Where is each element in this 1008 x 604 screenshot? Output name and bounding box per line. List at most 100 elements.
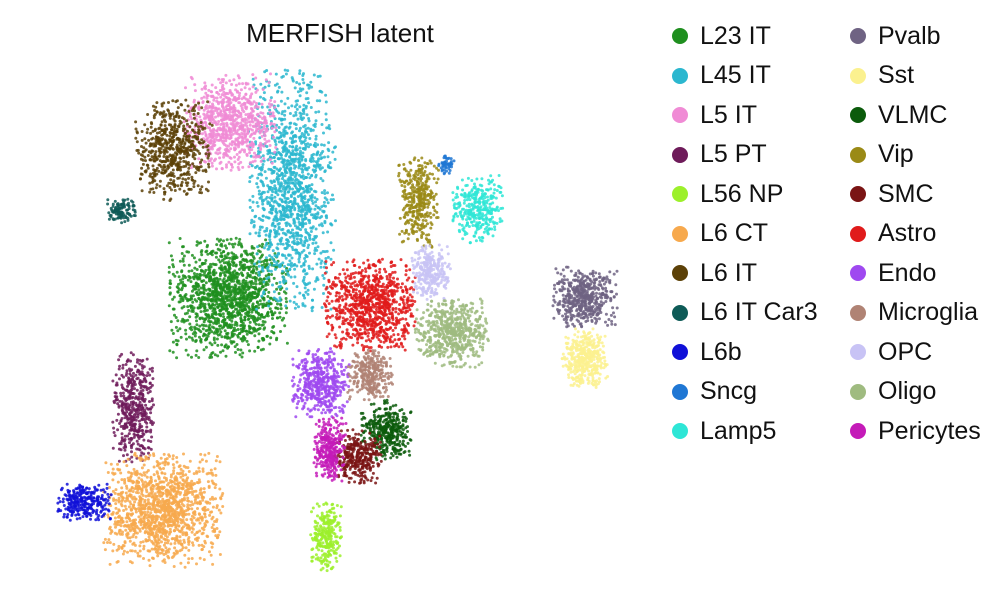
point (306, 83, 310, 87)
point (192, 256, 196, 260)
point (206, 480, 210, 484)
point (250, 92, 254, 96)
point (175, 270, 179, 274)
point (300, 197, 304, 201)
point (298, 72, 302, 75)
point (220, 255, 224, 259)
point (190, 328, 194, 332)
point (268, 114, 272, 118)
point (228, 79, 232, 83)
point (167, 241, 171, 245)
point (119, 419, 123, 423)
point (267, 272, 271, 276)
point (282, 207, 286, 211)
point (248, 123, 252, 127)
point (280, 228, 284, 232)
point (211, 351, 215, 355)
point (257, 332, 261, 336)
point (244, 290, 248, 294)
point (137, 392, 141, 396)
point (248, 112, 252, 116)
point (215, 251, 219, 255)
point (293, 179, 297, 183)
point (251, 145, 255, 149)
point (307, 166, 311, 170)
point (210, 355, 214, 359)
point (178, 259, 182, 263)
point (307, 86, 311, 90)
point (275, 255, 279, 259)
point (232, 146, 236, 150)
point (265, 145, 269, 148)
point (240, 106, 244, 110)
point (183, 294, 187, 298)
point (130, 386, 134, 390)
point (176, 319, 180, 323)
point (323, 521, 327, 525)
point (318, 532, 322, 536)
point (309, 187, 313, 191)
point (205, 96, 209, 100)
point (143, 498, 147, 502)
point (278, 186, 282, 190)
point (206, 313, 210, 317)
point (294, 231, 298, 235)
series-l45-it (247, 68, 337, 313)
point (230, 165, 234, 169)
point (223, 265, 227, 269)
point (309, 129, 313, 133)
point (233, 155, 236, 159)
point (317, 163, 321, 167)
point (162, 543, 166, 547)
point (117, 468, 121, 472)
point (269, 203, 272, 207)
point (289, 213, 293, 217)
point (240, 131, 244, 135)
point (129, 388, 133, 392)
point (248, 198, 252, 202)
point (115, 548, 119, 552)
point (288, 125, 292, 129)
point (133, 396, 137, 400)
point (273, 100, 277, 104)
point (290, 140, 294, 144)
point (228, 256, 232, 260)
point (117, 544, 121, 548)
point (175, 460, 179, 464)
point (182, 525, 185, 529)
point (257, 102, 261, 106)
point (302, 103, 306, 107)
point (113, 516, 117, 520)
point (230, 303, 233, 307)
point (258, 250, 262, 254)
point (297, 209, 301, 213)
point (227, 160, 231, 164)
point (190, 355, 193, 359)
point (296, 99, 300, 103)
point (197, 157, 201, 161)
point (275, 201, 279, 205)
point (240, 148, 244, 152)
point (213, 307, 217, 311)
point (197, 356, 201, 359)
point (198, 258, 202, 262)
point (262, 280, 266, 284)
point (284, 72, 288, 76)
point (246, 128, 250, 132)
point (297, 160, 301, 164)
point (251, 109, 255, 113)
point (236, 142, 240, 146)
point (244, 308, 248, 312)
point (321, 274, 325, 277)
point (261, 200, 264, 203)
point (254, 122, 258, 126)
point (237, 136, 241, 140)
point (199, 310, 203, 314)
point (214, 255, 218, 259)
point (142, 452, 146, 456)
point (301, 108, 305, 112)
point (223, 335, 227, 339)
point (314, 145, 318, 149)
point (131, 442, 135, 446)
point (144, 429, 148, 433)
